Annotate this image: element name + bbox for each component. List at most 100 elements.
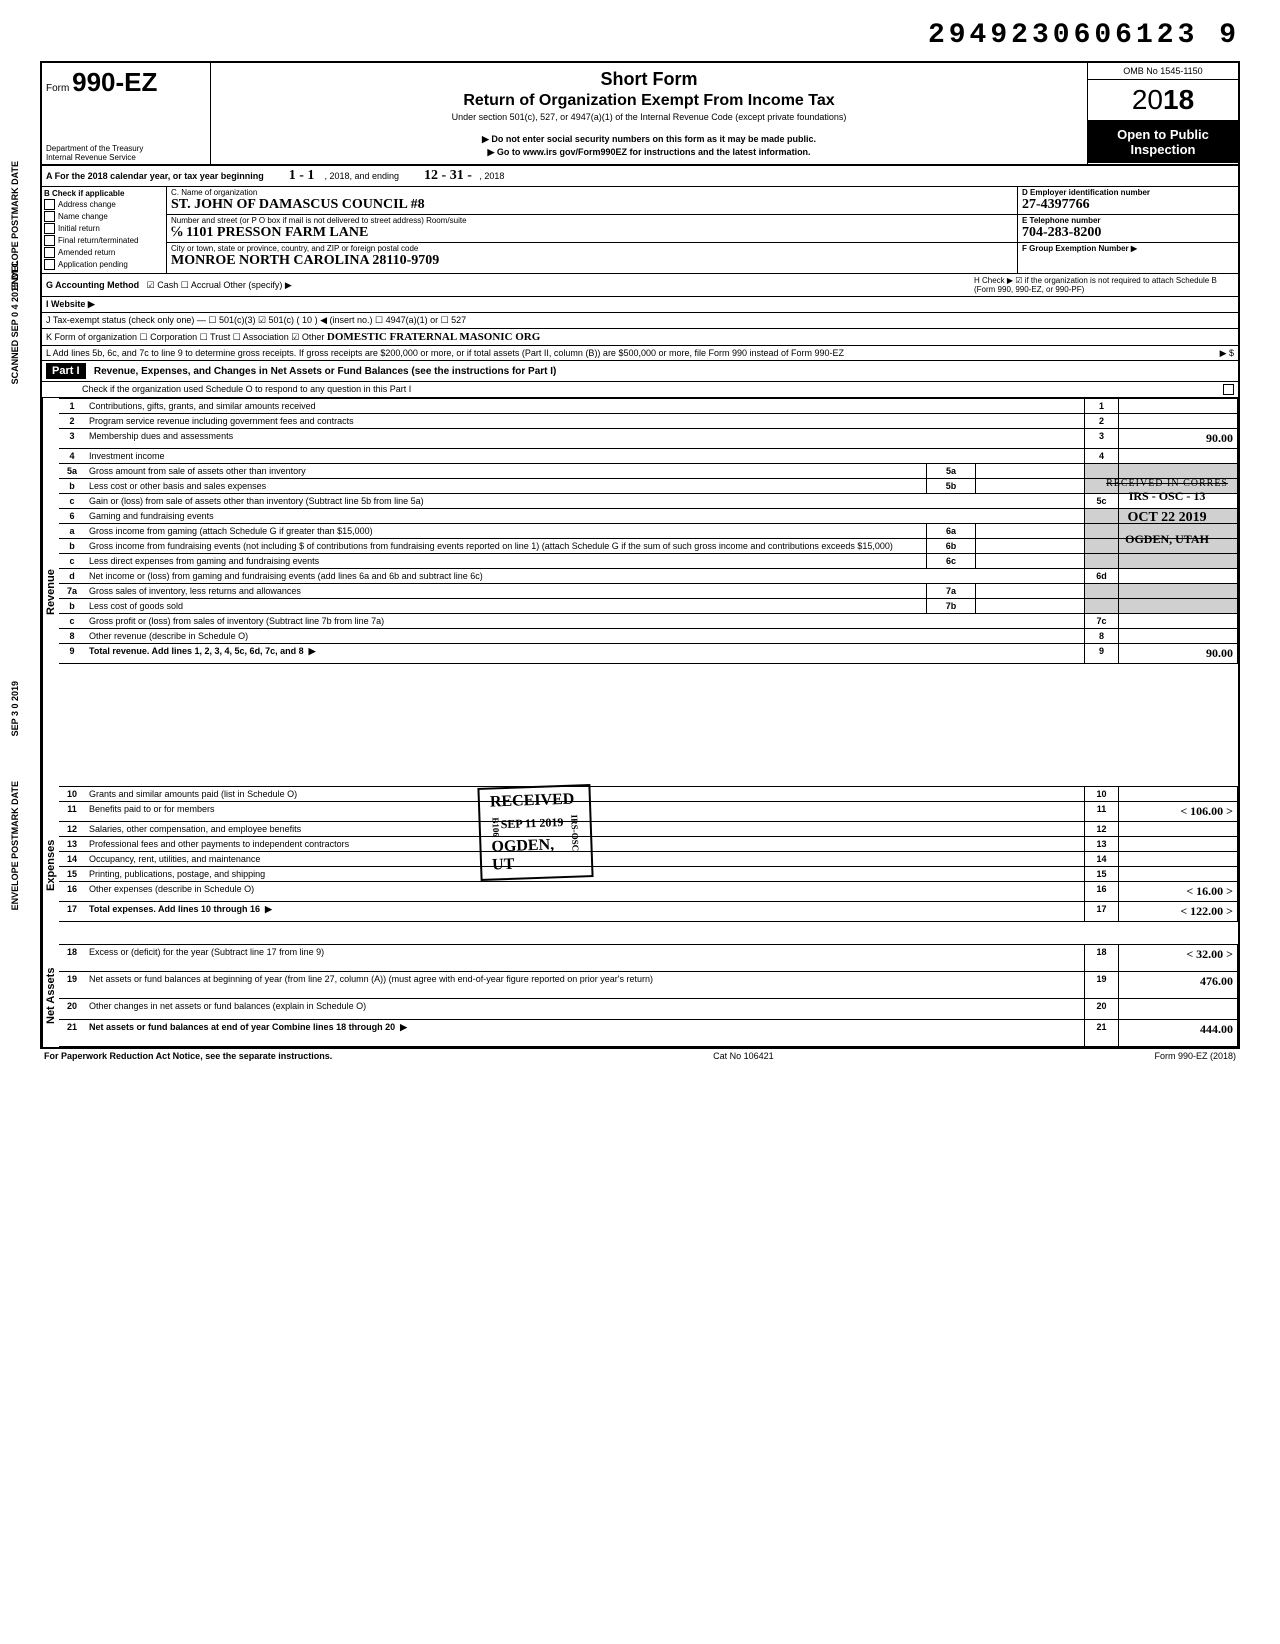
form-990ez: Form 990-EZ Department of the Treasury I… (40, 61, 1240, 1049)
row-g-opts: ☑ Cash ☐ Accrual Other (specify) ▶ (147, 280, 292, 290)
netassets-table: 18Excess or (deficit) for the year (Subt… (59, 944, 1238, 1047)
vertical-stamps-4: ENVELOPE POSTMARK DATE (10, 781, 20, 910)
checkbox-row: Initial return (44, 223, 164, 234)
row-a-mid: , 2018, and ending (324, 171, 399, 181)
row-k-other: DOMESTIC FRATERNAL MASONIC ORG (327, 331, 540, 343)
checkbox-label: Final return/terminated (58, 236, 138, 245)
col-c: C. Name of organization ST. JOHN OF DAMA… (167, 187, 1018, 273)
row-a: A For the 2018 calendar year, or tax yea… (42, 166, 1238, 187)
expenses-table: 10Grants and similar amounts paid (list … (59, 786, 1238, 922)
netassets-label: Net Assets (42, 944, 59, 1047)
received-side1: B106 (490, 817, 501, 837)
checkbox-label: Address change (58, 200, 116, 209)
checkbox-label: Name change (58, 212, 108, 221)
footer-left: For Paperwork Reduction Act Notice, see … (44, 1051, 332, 1061)
year-bold: 18 (1163, 84, 1194, 115)
revenue-table: 1Contributions, gifts, grants, and simil… (59, 398, 1238, 664)
part1-checkbox[interactable] (1223, 384, 1234, 395)
phone-label: E Telephone number (1022, 216, 1234, 225)
group-exemption-label: F Group Exemption Number ▶ (1022, 244, 1234, 253)
line-row: bLess cost or other basis and sales expe… (59, 479, 1238, 494)
checkbox[interactable] (44, 211, 55, 222)
checkbox-row: Address change (44, 199, 164, 210)
line-row: 9Total revenue. Add lines 1, 2, 3, 4, 5c… (59, 644, 1238, 664)
checkbox[interactable] (44, 199, 55, 210)
row-k-label: K Form of organization ☐ Corporation ☐ T… (46, 332, 324, 343)
line-row: 20Other changes in net assets or fund ba… (59, 999, 1238, 1019)
ein-label: D Employer identification number (1022, 188, 1234, 197)
col-b-header: B Check if applicable (44, 189, 164, 198)
corres-l1: RECEIVED IN CORRES (1106, 478, 1228, 489)
line-row: 14Occupancy, rent, utilities, and mainte… (59, 852, 1238, 867)
omb-number: OMB No 1545-1150 (1088, 63, 1238, 80)
checkbox-row: Application pending (44, 259, 164, 270)
line-row: 8Other revenue (describe in Schedule O)8 (59, 629, 1238, 644)
addr-label: Number and street (or P O box if mail is… (171, 216, 1013, 225)
line-row: dNet income or (loss) from gaming and fu… (59, 569, 1238, 584)
dept-treasury: Department of the Treasury Internal Reve… (46, 144, 143, 162)
row-l-label: L Add lines 5b, 6c, and 7c to line 9 to … (46, 348, 844, 358)
row-a-label: A For the 2018 calendar year, or tax yea… (46, 171, 264, 181)
phone-value: 704-283-8200 (1022, 225, 1234, 241)
form-warn: ▶ Do not enter social security numbers o… (219, 134, 1079, 145)
netassets-section: Net Assets 18Excess or (deficit) for the… (42, 944, 1238, 1047)
vertical-stamps-2: ENVELOPE POSTMARK DATE (10, 161, 20, 290)
line-row: cGross profit or (loss) from sales of in… (59, 614, 1238, 629)
org-city: MONROE NORTH CAROLINA 28110-9709 (171, 253, 1013, 269)
checkbox[interactable] (44, 247, 55, 258)
line-row: 4Investment income4 (59, 449, 1238, 464)
checkbox-label: Amended return (58, 248, 115, 257)
expenses-label: Expenses (42, 786, 59, 944)
line-row: cGain or (loss) from sale of assets othe… (59, 494, 1238, 509)
checkbox-row: Amended return (44, 247, 164, 258)
footer: For Paperwork Reduction Act Notice, see … (40, 1049, 1240, 1063)
line-row: 5aGross amount from sale of assets other… (59, 464, 1238, 479)
org-name: ST. JOHN OF DAMASCUS COUNCIL #8 (171, 197, 1013, 213)
header-center: Short Form Return of Organization Exempt… (211, 63, 1087, 164)
line-row: 1Contributions, gifts, grants, and simil… (59, 399, 1238, 414)
line-row: 6Gaming and fundraising events (59, 509, 1238, 524)
corres-stamp: RECEIVED IN CORRES IRS - OSC - 13 OCT 22… (1106, 478, 1228, 547)
received-stamp: RECEIVED B106 SEP 11 2019 IRS-OSC OGDEN,… (477, 784, 593, 881)
corres-l2: IRS - OSC - 13 (1106, 489, 1228, 504)
row-h: H Check ▶ ☑ if the organization is not r… (974, 276, 1234, 294)
misc-rows: G Accounting Method ☑ Cash ☐ Accrual Oth… (42, 274, 1238, 361)
checkbox-label: Initial return (58, 224, 100, 233)
part1-check: Check if the organization used Schedule … (42, 382, 1238, 398)
main-table: Revenue 1Contributions, gifts, grants, a… (42, 398, 1238, 786)
corres-l4: OGDEN, UTAH (1106, 532, 1228, 547)
checkbox[interactable] (44, 223, 55, 234)
corres-l3: OCT 22 2019 (1106, 510, 1228, 526)
received-date: SEP 11 2019 (500, 815, 563, 831)
city-label: City or town, state or province, country… (171, 244, 1013, 253)
ein-value: 27-4397766 (1022, 197, 1234, 213)
line-row: 3Membership dues and assessments390.00 (59, 429, 1238, 449)
row-j: J Tax-exempt status (check only one) — ☐… (46, 315, 466, 326)
line-row: aGross income from gaming (attach Schedu… (59, 524, 1238, 539)
document-number: 2949230606123 9 (40, 20, 1240, 51)
part1-title: Revenue, Expenses, and Changes in Net As… (94, 366, 557, 377)
line-row: 2Program service revenue including gover… (59, 414, 1238, 429)
col-de: D Employer identification number 27-4397… (1018, 187, 1238, 273)
line-row: 13Professional fees and other payments t… (59, 837, 1238, 852)
row-a-end-year: , 2018 (479, 171, 504, 181)
checkbox-row: Final return/terminated (44, 235, 164, 246)
part1-label: Part I (46, 363, 86, 379)
form-under: Under section 501(c), 527, or 4947(a)(1)… (219, 112, 1079, 122)
line-row: 10Grants and similar amounts paid (list … (59, 787, 1238, 802)
header-right: OMB No 1545-1150 2018 Open to Public Ins… (1087, 63, 1238, 164)
open-public: Open to Public Inspection (1088, 121, 1238, 163)
row-a-begin: 1 - 1 (289, 168, 315, 183)
year-prefix: 20 (1132, 84, 1163, 115)
vertical-stamps-3: SEP 3 0 2019 (10, 681, 20, 736)
line-row: bLess cost of goods sold7b (59, 599, 1238, 614)
received-title: RECEIVED (490, 790, 579, 811)
part1-check-text: Check if the organization used Schedule … (82, 384, 411, 395)
checkbox[interactable] (44, 235, 55, 246)
form-goto: ▶ Go to www.irs gov/Form990EZ for instru… (219, 147, 1079, 158)
row-a-end-month: 12 - 31 - (424, 168, 472, 183)
line-row: 7aGross sales of inventory, less returns… (59, 584, 1238, 599)
line-row: 17Total expenses. Add lines 10 through 1… (59, 902, 1238, 922)
form-title: Short Form (219, 69, 1079, 90)
checkbox[interactable] (44, 259, 55, 270)
